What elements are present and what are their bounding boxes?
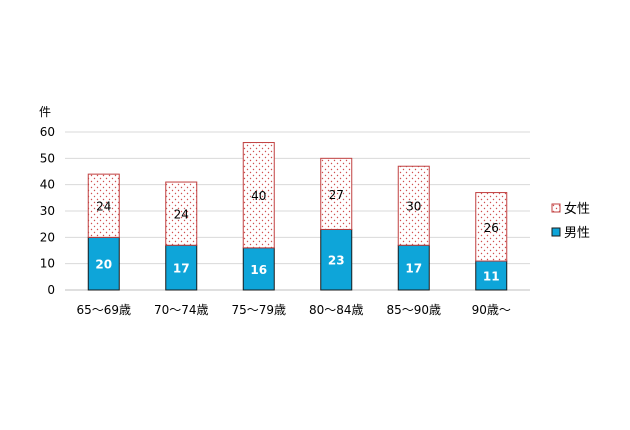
bar-female-4 — [397, 165, 430, 246]
bar-female-5 — [475, 192, 508, 262]
x-tick-label: 80～84歳 — [309, 303, 364, 317]
data-label-female: 40 — [251, 189, 266, 203]
labels: 0 10 20 30 40 50 60 件 20 24 65～69歳 17 24 70～74歳 16 40 75… — [39, 105, 511, 317]
bars — [87, 142, 508, 291]
data-label-male: 17 — [173, 262, 190, 276]
y-axis-label: 件 — [39, 105, 51, 119]
y-tick-label: 40 — [40, 178, 55, 192]
data-label-female: 24 — [96, 200, 111, 214]
data-label-female: 30 — [406, 200, 421, 214]
gridlines — [65, 131, 530, 265]
bar-female-1 — [165, 181, 198, 246]
y-tick-label: 60 — [40, 125, 55, 139]
bar-male-2 — [242, 247, 275, 291]
data-label-male: 23 — [328, 254, 345, 268]
bar-male-3 — [320, 228, 353, 291]
data-label-female: 26 — [484, 221, 499, 235]
legend-label-male: 男性 — [564, 226, 590, 241]
bar-female-0 — [87, 173, 120, 238]
x-tick-label: 85～90歳 — [386, 303, 441, 317]
bar-male-4 — [397, 244, 430, 291]
data-label-female: 27 — [329, 188, 344, 202]
x-tick-label: 75～79歳 — [231, 303, 286, 317]
data-label-male: 11 — [483, 270, 500, 284]
data-label-female: 24 — [174, 208, 189, 222]
data-label-male: 17 — [405, 262, 422, 276]
y-tick-label: 50 — [40, 151, 55, 165]
bar-male-1 — [165, 244, 198, 291]
x-tick-label: 65～69歳 — [76, 303, 131, 317]
data-label-male: 20 — [95, 258, 112, 272]
legend-swatch-female — [551, 203, 561, 213]
y-tick-label: 30 — [40, 204, 55, 218]
legend-swatch-male — [551, 227, 561, 237]
y-tick-label: 0 — [47, 283, 55, 297]
y-tick-label: 20 — [40, 230, 55, 244]
x-tick-label: 90歳～ — [472, 303, 511, 317]
legend-label-female: 女性 — [564, 201, 590, 217]
bar-female-2 — [242, 142, 275, 249]
bar-female-3 — [320, 157, 353, 230]
y-tick-label: 10 — [40, 257, 55, 271]
bar-male-5 — [475, 260, 508, 291]
bar-male-0 — [87, 236, 120, 291]
data-label-male: 16 — [250, 263, 267, 277]
x-tick-label: 70～74歳 — [154, 303, 209, 317]
